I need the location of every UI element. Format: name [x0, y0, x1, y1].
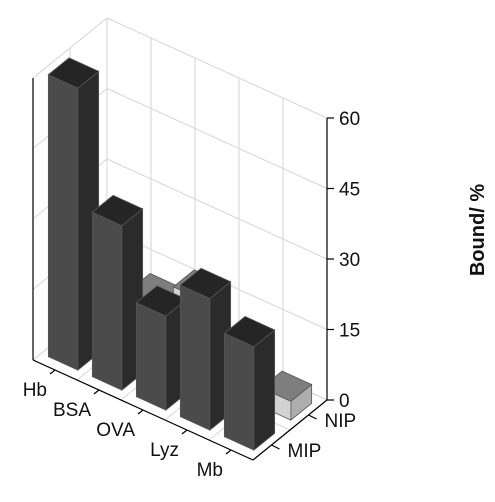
- series-label: NIP: [325, 411, 357, 432]
- bars-layer: [47, 57, 313, 451]
- bar-top-face: [47, 57, 100, 89]
- bar-front-face: [223, 332, 255, 451]
- category-label: Lyz: [150, 440, 179, 461]
- category-label: OVA: [96, 420, 135, 441]
- z-tick-label: 45: [339, 180, 360, 201]
- bar-side-face: [253, 329, 276, 451]
- back-wall-grid-line: [106, 17, 328, 119]
- bar-top-face: [91, 194, 144, 227]
- series-axis-line: [252, 399, 328, 461]
- series-label: MIP: [288, 441, 322, 462]
- category-tick: [49, 369, 56, 375]
- bar-mip-bsa: [91, 194, 144, 391]
- category-tick: [225, 449, 232, 455]
- category-label: BSA: [53, 400, 91, 421]
- category-label: Mb: [197, 460, 223, 481]
- back-wall-grid-line: [106, 88, 328, 189]
- bar-top-face: [223, 316, 276, 348]
- z-axis-title: Bound/ %: [467, 184, 489, 276]
- z-tick-label: 0: [339, 391, 350, 412]
- z-tick-label: 30: [339, 250, 360, 271]
- series-tick: [308, 414, 317, 420]
- bar-front-face: [91, 211, 123, 391]
- bar-front-face: [179, 284, 211, 431]
- bar-mip-lyz: [179, 267, 232, 431]
- bar-front-face: [135, 302, 167, 411]
- category-tick: [93, 389, 100, 395]
- z-tick-label: 60: [339, 109, 360, 130]
- category-tick: [137, 409, 144, 415]
- category-tick: [181, 429, 188, 435]
- category-label: Hb: [23, 380, 47, 401]
- z-tick-label: 15: [339, 321, 360, 342]
- series-tick: [271, 444, 280, 450]
- bar-mip-ova: [135, 285, 188, 411]
- bar-front-face: [47, 74, 79, 371]
- back-wall-grid-line: [106, 158, 328, 260]
- bar-mip-mb: [223, 316, 276, 451]
- bar-mip-hb: [47, 57, 100, 371]
- bar-top-face: [179, 267, 232, 299]
